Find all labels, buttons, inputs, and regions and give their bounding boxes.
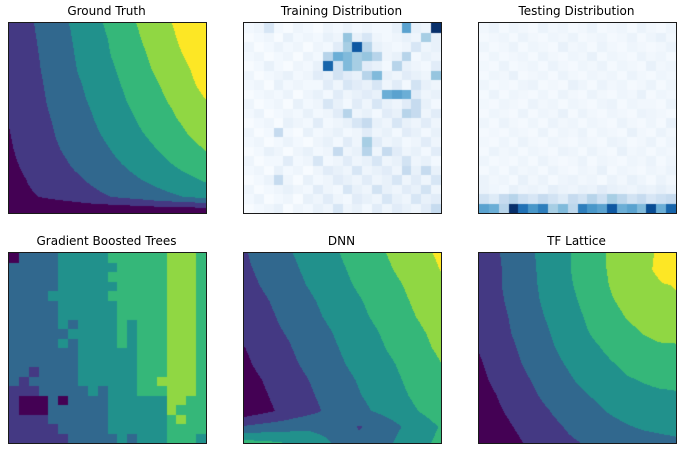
- subplot-gradient-boosted-trees: Gradient Boosted Trees: [8, 233, 207, 444]
- dnn-plot: [244, 253, 441, 443]
- gradient-boosted-trees-plot: [9, 253, 206, 443]
- tf-lattice-plot: [479, 253, 676, 443]
- subplot-title-tf-lattice: TF Lattice: [547, 234, 606, 248]
- dnn-axes: [243, 252, 442, 444]
- testing-distribution-axes: [478, 22, 677, 214]
- subplot-training-distribution: Training Distribution: [243, 3, 442, 214]
- training-distribution-plot: [244, 23, 441, 213]
- tf-lattice-axes: [478, 252, 677, 444]
- subplot-title-ground-truth: Ground Truth: [67, 4, 146, 18]
- gradient-boosted-trees-axes: [8, 252, 207, 444]
- subplot-title-training-distribution: Training Distribution: [280, 4, 403, 18]
- subplot-title-dnn: DNN: [327, 234, 356, 248]
- ground-truth-plot: [9, 23, 206, 213]
- subplot-testing-distribution: Testing Distribution: [478, 3, 677, 214]
- testing-distribution-plot: [479, 23, 676, 213]
- subplot-ground-truth: Ground Truth: [8, 3, 207, 214]
- subplot-title-gradient-boosted-trees: Gradient Boosted Trees: [36, 234, 177, 248]
- subplot-dnn: DNN: [243, 233, 442, 444]
- training-distribution-axes: [243, 22, 442, 214]
- subplot-tf-lattice: TF Lattice: [478, 233, 677, 444]
- ground-truth-axes: [8, 22, 207, 214]
- subplot-title-testing-distribution: Testing Distribution: [518, 4, 635, 18]
